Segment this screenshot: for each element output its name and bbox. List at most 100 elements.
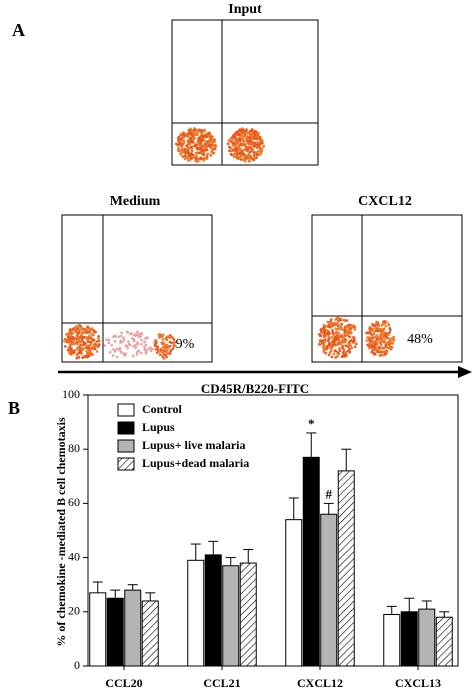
event-dot bbox=[352, 340, 356, 344]
event-dot bbox=[166, 344, 169, 347]
event-dot bbox=[241, 144, 244, 147]
event-dot bbox=[340, 333, 344, 337]
event-dot bbox=[253, 153, 256, 157]
event-dot bbox=[322, 343, 326, 347]
event-dot bbox=[191, 131, 194, 134]
event-dot bbox=[243, 142, 246, 146]
event-dot bbox=[336, 327, 340, 331]
event-dot bbox=[231, 141, 235, 145]
event-dot bbox=[386, 333, 390, 337]
event-dot bbox=[171, 347, 175, 351]
y-tick-label: 0 bbox=[74, 658, 80, 672]
event-dot bbox=[389, 341, 392, 344]
event-dot bbox=[203, 128, 206, 132]
event-dot bbox=[251, 158, 255, 162]
event-dot bbox=[187, 135, 190, 138]
event-dot bbox=[180, 145, 184, 149]
event-dot bbox=[255, 153, 259, 157]
event-dot bbox=[153, 343, 157, 347]
bar bbox=[239, 562, 257, 667]
event-dot bbox=[86, 325, 89, 329]
event-dot bbox=[389, 328, 392, 331]
event-dot bbox=[169, 349, 173, 352]
event-dot bbox=[73, 342, 77, 345]
event-dot bbox=[330, 355, 334, 359]
event-dot bbox=[382, 350, 385, 353]
event-dot bbox=[92, 345, 96, 349]
event-dot bbox=[213, 140, 216, 144]
event-dot bbox=[365, 339, 368, 342]
event-dot bbox=[115, 355, 119, 359]
event-dot bbox=[380, 353, 384, 357]
event-dot bbox=[248, 159, 251, 163]
event-dot bbox=[176, 137, 180, 140]
event-dot bbox=[251, 147, 255, 151]
event-dot bbox=[158, 353, 162, 357]
event-dot bbox=[162, 343, 165, 346]
event-dot bbox=[349, 324, 353, 328]
event-dot bbox=[245, 129, 248, 133]
event-dot bbox=[330, 349, 333, 353]
event-dot bbox=[124, 352, 128, 356]
event-dot bbox=[190, 157, 194, 160]
annotation: * bbox=[308, 416, 315, 431]
event-dot bbox=[94, 330, 97, 334]
event-dot bbox=[341, 344, 344, 348]
event-dot bbox=[366, 336, 369, 339]
event-dot bbox=[349, 327, 352, 331]
event-dot bbox=[331, 328, 334, 332]
event-dot bbox=[383, 352, 387, 356]
event-dot bbox=[71, 327, 75, 331]
bar bbox=[285, 519, 303, 667]
event-dot bbox=[172, 345, 176, 348]
event-dot bbox=[148, 347, 151, 350]
event-dot bbox=[126, 331, 130, 334]
event-dot bbox=[138, 335, 141, 339]
event-dot bbox=[247, 147, 250, 151]
event-dot bbox=[324, 351, 328, 355]
event-dot bbox=[204, 132, 208, 136]
event-dot bbox=[331, 324, 335, 327]
event-dot bbox=[76, 342, 79, 346]
arrow-head bbox=[458, 366, 472, 378]
event-dot bbox=[326, 339, 330, 343]
event-dot bbox=[201, 149, 205, 152]
legend-label: Control bbox=[142, 402, 182, 416]
event-dot bbox=[249, 154, 253, 158]
event-dot bbox=[76, 346, 80, 350]
event-dot bbox=[337, 319, 340, 323]
event-dot bbox=[384, 343, 387, 347]
event-dot bbox=[78, 335, 82, 339]
y-axis-label: % of chemokine -mediated B cell chemotax… bbox=[54, 417, 68, 647]
event-dot bbox=[117, 347, 121, 350]
event-dot bbox=[202, 153, 206, 157]
event-dot bbox=[376, 348, 379, 352]
event-dot bbox=[346, 326, 350, 329]
event-dot bbox=[346, 328, 349, 332]
event-dot bbox=[372, 336, 375, 339]
event-dot bbox=[257, 135, 260, 139]
event-dot bbox=[213, 138, 216, 142]
event-dot bbox=[326, 347, 329, 350]
event-dot bbox=[103, 344, 107, 347]
event-dot bbox=[140, 342, 143, 346]
event-dot bbox=[389, 346, 392, 350]
event-dot bbox=[337, 352, 340, 355]
event-dot bbox=[368, 341, 372, 345]
event-dot bbox=[119, 350, 123, 354]
bar bbox=[302, 456, 320, 667]
event-dot bbox=[371, 333, 374, 337]
event-dot bbox=[88, 340, 92, 344]
event-dot bbox=[166, 351, 170, 355]
event-dot bbox=[79, 350, 83, 354]
event-dot bbox=[68, 350, 71, 354]
event-dot bbox=[159, 348, 163, 351]
event-dot bbox=[139, 351, 143, 355]
bar bbox=[435, 616, 453, 667]
event-dot bbox=[379, 333, 382, 336]
event-dot bbox=[243, 148, 247, 151]
event-dot bbox=[340, 355, 344, 358]
y-tick-label: 100 bbox=[62, 387, 80, 401]
event-dot bbox=[161, 355, 164, 358]
event-dot bbox=[194, 143, 197, 147]
